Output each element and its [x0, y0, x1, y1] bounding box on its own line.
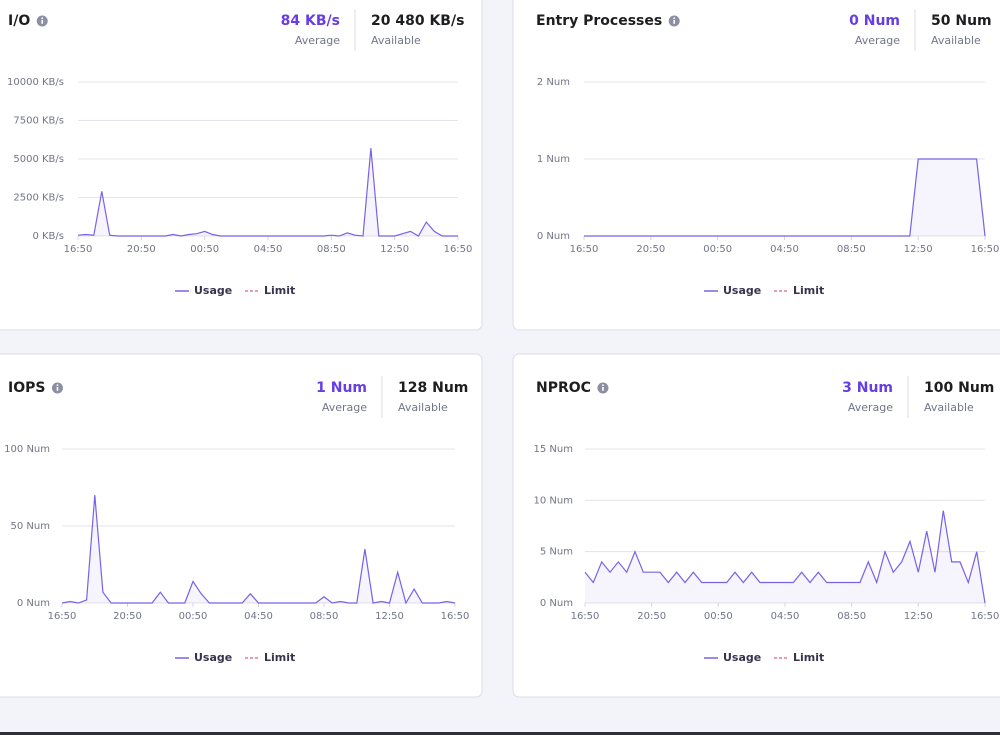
y-tick-label: 2 Num [537, 77, 570, 88]
average-label: Average [295, 34, 340, 47]
available-value: 100 Num [924, 380, 994, 396]
info-icon-dot [602, 384, 604, 387]
available-label: Available [931, 34, 981, 47]
legend-label: Usage [194, 651, 232, 664]
available-value: 128 Num [398, 380, 468, 396]
y-tick-label: 0 Num [17, 598, 50, 609]
legend-label: Limit [793, 284, 824, 297]
x-tick-label: 04:50 [770, 244, 799, 255]
x-tick-label: 16:50 [48, 611, 77, 622]
x-tick-label: 16:50 [971, 244, 1000, 255]
x-tick-label: 16:50 [971, 611, 1000, 622]
y-tick-label: 15 Num [534, 444, 573, 455]
legend-label: Limit [264, 284, 295, 297]
average-label: Average [855, 34, 900, 47]
y-tick-label: 100 Num [4, 444, 50, 455]
y-tick-label: 10 Num [534, 495, 573, 506]
y-tick-label: 5000 KB/s [13, 154, 64, 165]
info-icon-glyph [602, 387, 604, 391]
legend-label: Usage [194, 284, 232, 297]
x-tick-label: 20:50 [637, 611, 666, 622]
x-tick-label: 08:50 [310, 611, 339, 622]
info-icon-dot [41, 17, 44, 20]
y-tick-label: 2500 KB/s [13, 193, 64, 204]
card-title: Entry Processes [536, 13, 662, 29]
x-tick-label: 04:50 [771, 611, 800, 622]
line [61, 495, 456, 605]
y-tick-label: 50 Num [11, 521, 50, 532]
available-value: 50 Num [931, 13, 992, 29]
y-tick-label: 0 Num [537, 231, 570, 242]
x-tick-label: 04:50 [244, 611, 273, 622]
x-tick-label: 00:50 [704, 611, 733, 622]
y-tick-label: 10000 KB/s [7, 77, 64, 88]
available-label: Available [398, 401, 448, 414]
line [584, 158, 986, 237]
average-value: 84 KB/s [281, 13, 340, 29]
x-tick-label: 08:50 [837, 244, 866, 255]
bottom-bar [0, 732, 1000, 735]
x-tick-label: 00:50 [179, 611, 208, 622]
card [512, 353, 1000, 698]
x-tick-label: 12:50 [904, 244, 933, 255]
area [584, 159, 985, 236]
x-tick-label: 12:50 [380, 244, 409, 255]
available-label: Available [371, 34, 421, 47]
average-value: 1 Num [316, 380, 367, 396]
x-tick-label: 00:50 [190, 244, 219, 255]
info-icon-glyph [56, 387, 59, 391]
average-value: 0 Num [849, 13, 900, 29]
legend-label: Usage [723, 284, 761, 297]
x-tick-label: 04:50 [254, 244, 283, 255]
y-tick-label: 1 Num [537, 154, 570, 165]
y-tick-label: 0 KB/s [32, 231, 64, 242]
card-title: NPROC [536, 380, 591, 396]
legend-label: Usage [723, 651, 761, 664]
available-value: 20 480 KB/s [371, 13, 464, 29]
y-tick-label: 7500 KB/s [13, 116, 64, 127]
available-label: Available [924, 401, 974, 414]
y-tick-label: 0 Num [540, 598, 573, 609]
line [77, 148, 458, 237]
average-label: Average [848, 401, 893, 414]
x-tick-label: 08:50 [837, 611, 866, 622]
line [584, 510, 986, 604]
average-label: Average [322, 401, 367, 414]
x-tick-label: 16:50 [64, 244, 93, 255]
x-tick-label: 12:50 [375, 611, 404, 622]
x-tick-label: 20:50 [636, 244, 665, 255]
x-tick-label: 08:50 [317, 244, 346, 255]
card-title: IOPS [8, 380, 45, 396]
y-tick-label: 5 Num [540, 547, 573, 558]
x-tick-label: 12:50 [904, 611, 933, 622]
x-tick-label: 00:50 [703, 244, 732, 255]
legend-label: Limit [793, 651, 824, 664]
info-icon-glyph [41, 20, 44, 24]
average-value: 3 Num [842, 380, 893, 396]
x-tick-label: 16:50 [571, 611, 600, 622]
info-icon-dot [56, 384, 59, 387]
card [0, 0, 483, 331]
info-icon-glyph [673, 20, 676, 24]
area [585, 510, 985, 603]
x-tick-label: 20:50 [127, 244, 156, 255]
card-title: I/O [8, 13, 30, 29]
legend-label: Limit [264, 651, 295, 664]
x-tick-label: 16:50 [444, 244, 473, 255]
x-tick-label: 16:50 [570, 244, 599, 255]
x-tick-label: 16:50 [441, 611, 470, 622]
info-icon-dot [673, 17, 676, 20]
x-tick-label: 20:50 [113, 611, 142, 622]
